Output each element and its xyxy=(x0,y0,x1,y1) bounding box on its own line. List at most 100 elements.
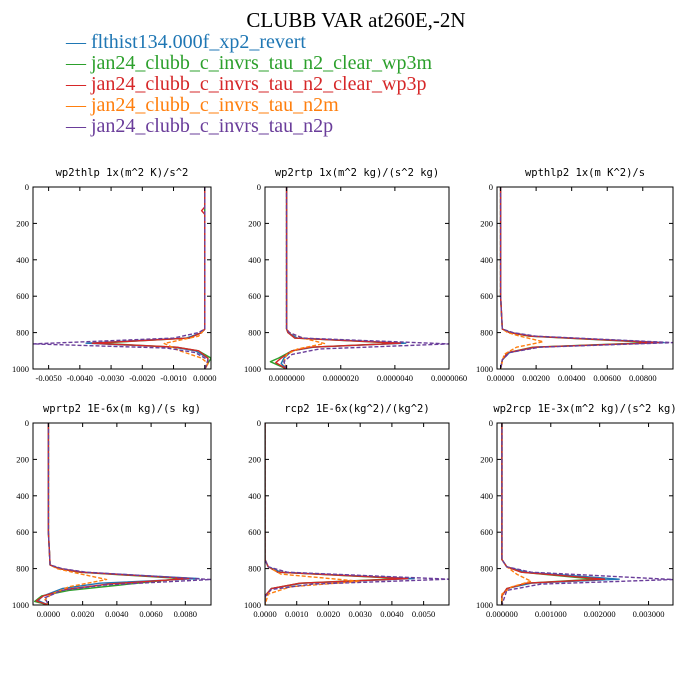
y-tick-label: 0 xyxy=(257,182,261,192)
plot-frame xyxy=(264,422,450,606)
x-tick-label: 0.0080 xyxy=(174,609,197,619)
y-tick-label: 200 xyxy=(16,454,29,464)
y-tick-label: 200 xyxy=(16,218,29,228)
panel-1: wp2thlp 1x(m^2 K)/s^2 0 200 400 600 800 1000 -0… xyxy=(12,167,216,383)
x-tick-label: 0.00800 xyxy=(629,373,657,383)
y-tick-label: 600 xyxy=(248,527,261,537)
series-line-4 xyxy=(501,423,532,605)
panel-title: rcp2 1E-6x(kg^2)/(kg^2) xyxy=(284,403,429,415)
x-tick-label: -0.0010 xyxy=(160,373,186,383)
y-tick-label: 800 xyxy=(16,564,29,574)
y-tick-label: 800 xyxy=(248,564,261,574)
panel-title: wprtp2 1E-6x(m kg)/(s kg) xyxy=(43,403,201,415)
x-tick-label: 0.0000000 xyxy=(269,373,305,383)
y-tick-label: 600 xyxy=(16,291,29,301)
y-tick-label: 0 xyxy=(489,418,493,428)
y-tick-label: 800 xyxy=(480,564,493,574)
y-tick-label: 1000 xyxy=(12,600,29,610)
y-tick-label: 400 xyxy=(480,491,493,501)
x-tick-label: 0.0000 xyxy=(253,609,276,619)
x-tick-label: 0.00600 xyxy=(593,373,621,383)
panel-5: rcp2 1E-6x(kg^2)/(kg^2) 0 200 400 600 800 1000… xyxy=(244,403,450,619)
x-tick-label: 0.003000 xyxy=(633,609,665,619)
y-tick-label: 0 xyxy=(489,182,493,192)
x-tick-label: 0.00200 xyxy=(522,373,550,383)
y-tick-label: 800 xyxy=(480,328,493,338)
series-line-4 xyxy=(283,187,326,369)
series-line-1 xyxy=(280,187,407,369)
series-line-4 xyxy=(499,187,544,369)
y-tick-label: 0 xyxy=(25,418,29,428)
y-tick-label: 800 xyxy=(16,328,29,338)
y-tick-label: 800 xyxy=(248,328,261,338)
series-line-5 xyxy=(499,187,673,369)
series-line-5 xyxy=(501,423,673,605)
legend-entry-4: — jan24_clubb_c_invrs_tau_n2m xyxy=(65,94,339,116)
series-line-3 xyxy=(265,423,409,605)
y-tick-label: 600 xyxy=(480,527,493,537)
panel-title: wpthlp2 1x(m K^2)/s xyxy=(525,167,645,179)
x-tick-label: -0.0050 xyxy=(36,373,62,383)
y-tick-label: 400 xyxy=(16,491,29,501)
legend-entry-1: — flthist134.000f_xp2_revert xyxy=(65,31,306,53)
legend-entry-3: — jan24_clubb_c_invrs_tau_n2_clear_wp3p xyxy=(65,73,426,95)
x-tick-label: 0.00400 xyxy=(558,373,586,383)
legend-entry-5: — jan24_clubb_c_invrs_tau_n2p xyxy=(65,115,333,137)
y-tick-label: 400 xyxy=(480,255,493,265)
series-line-4 xyxy=(163,187,209,369)
series-line-2 xyxy=(34,423,183,605)
x-tick-label: 0.00000 xyxy=(487,373,515,383)
x-tick-label: 0.0030 xyxy=(348,609,371,619)
y-tick-label: 1000 xyxy=(244,364,261,374)
x-tick-label: -0.0030 xyxy=(98,373,124,383)
series-line-3 xyxy=(499,187,660,369)
x-tick-label: 0.002000 xyxy=(584,609,616,619)
series-line-5 xyxy=(283,187,449,369)
series-line-1 xyxy=(501,423,620,605)
x-tick-label: 0.000000 xyxy=(486,609,518,619)
y-tick-label: 400 xyxy=(16,255,29,265)
plot-frame xyxy=(496,422,674,606)
y-tick-label: 400 xyxy=(248,255,261,265)
y-tick-label: 1000 xyxy=(476,600,493,610)
x-tick-label: 0.0000 xyxy=(193,373,216,383)
y-tick-label: 0 xyxy=(257,418,261,428)
panel-title: wp2rtp 1x(m^2 kg)/(s^2 kg) xyxy=(275,167,439,179)
y-tick-label: 1000 xyxy=(244,600,261,610)
series-line-5 xyxy=(33,187,209,369)
panel-title: wp2rcp 1E-3x(m^2 kg)/(s^2 kg) xyxy=(493,403,676,415)
y-tick-label: 600 xyxy=(480,291,493,301)
plot-frame xyxy=(264,186,450,370)
plot-frame xyxy=(496,186,674,370)
y-tick-label: 200 xyxy=(480,454,493,464)
panel-4: wprtp2 1E-6x(m kg)/(s kg) 0 200 400 600 800 10… xyxy=(12,403,212,619)
panel-3: wpthlp2 1x(m K^2)/s020040060080010000.00… xyxy=(476,167,674,383)
x-tick-label: 0.0000060 xyxy=(431,373,467,383)
x-tick-label: 0.0000020 xyxy=(323,373,359,383)
y-tick-label: 0 xyxy=(25,182,29,192)
x-tick-label: 0.0020 xyxy=(317,609,340,619)
series-line-3 xyxy=(501,423,606,605)
series-line-5 xyxy=(265,423,449,605)
series-line-3 xyxy=(35,423,190,605)
plot-frame xyxy=(32,186,212,370)
x-tick-label: 0.0040 xyxy=(105,609,128,619)
series-line-4 xyxy=(44,423,108,605)
figure-title: CLUBB VAR at260E,-2N xyxy=(246,8,465,32)
x-tick-label: -0.0020 xyxy=(129,373,155,383)
x-tick-label: 0.0020 xyxy=(71,609,94,619)
y-tick-label: 400 xyxy=(248,491,261,501)
y-tick-label: 200 xyxy=(480,218,493,228)
y-tick-label: 600 xyxy=(16,527,29,537)
y-tick-label: 200 xyxy=(248,218,261,228)
x-tick-label: -0.0040 xyxy=(67,373,93,383)
x-tick-label: 0.0050 xyxy=(412,609,435,619)
panel-6: wp2rcp 1E-3x(m^2 kg)/(s^2 kg)0 200 400 600 8… xyxy=(476,403,677,619)
legend-entry-2: — jan24_clubb_c_invrs_tau_n2_clear_wp3m xyxy=(65,52,432,74)
x-tick-label: 0.0010 xyxy=(285,609,308,619)
series-line-3 xyxy=(91,187,209,369)
y-tick-label: 1000 xyxy=(476,364,493,374)
y-tick-label: 600 xyxy=(248,291,261,301)
panels: wp2thlp 1x(m^2 K)/s^2 0 200 400 600 800 1000 -0… xyxy=(12,167,677,619)
x-tick-label: 0.0000 xyxy=(37,609,60,619)
